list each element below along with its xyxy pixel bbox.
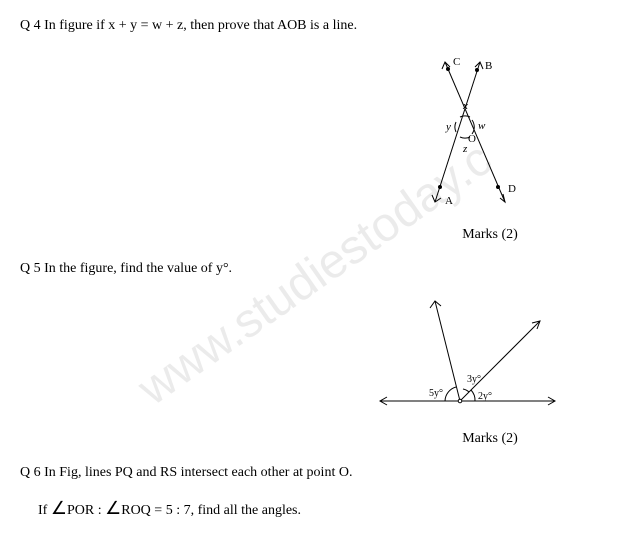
question-6-line2: If ∠POR : ∠ROQ = 5 : 7, find all the ang… [38, 494, 610, 523]
label-3y: 3y° [467, 374, 481, 385]
question-4-text: Q 4 In figure if x + y = w + z, then pro… [20, 15, 610, 37]
label-5y: 5y° [429, 388, 443, 399]
angle-symbol-2: ∠ [105, 498, 121, 518]
label-B: B [485, 60, 492, 72]
label-w: w [478, 120, 486, 132]
q4-marks: Marks (2) [370, 227, 610, 243]
q6-mid: : [94, 503, 105, 518]
label-C: C [453, 56, 460, 68]
label-y: y [445, 121, 451, 133]
q6-prefix: If [38, 503, 51, 518]
q5-diagram: 5y° 3y° 2y° [320, 291, 610, 421]
angle-symbol-1: ∠ [51, 498, 67, 518]
label-D: D [508, 183, 516, 195]
q6-angle2: ROQ [121, 503, 151, 518]
question-6-line1: Q 6 In Fig, lines PQ and RS intersect ea… [20, 462, 610, 484]
label-2y: 2y° [478, 391, 492, 402]
label-z: z [462, 143, 468, 155]
q4-diagram: C B A D O x y w z [320, 47, 610, 217]
label-x: x [462, 100, 468, 112]
q6-suffix: = 5 : 7, find all the angles. [151, 503, 301, 518]
q6-angle1: POR [67, 503, 94, 518]
label-O: O [468, 133, 476, 145]
question-5-text: Q 5 In the figure, find the value of y°. [20, 258, 610, 280]
q5-marks: Marks (2) [370, 431, 610, 447]
label-A: A [445, 195, 453, 207]
